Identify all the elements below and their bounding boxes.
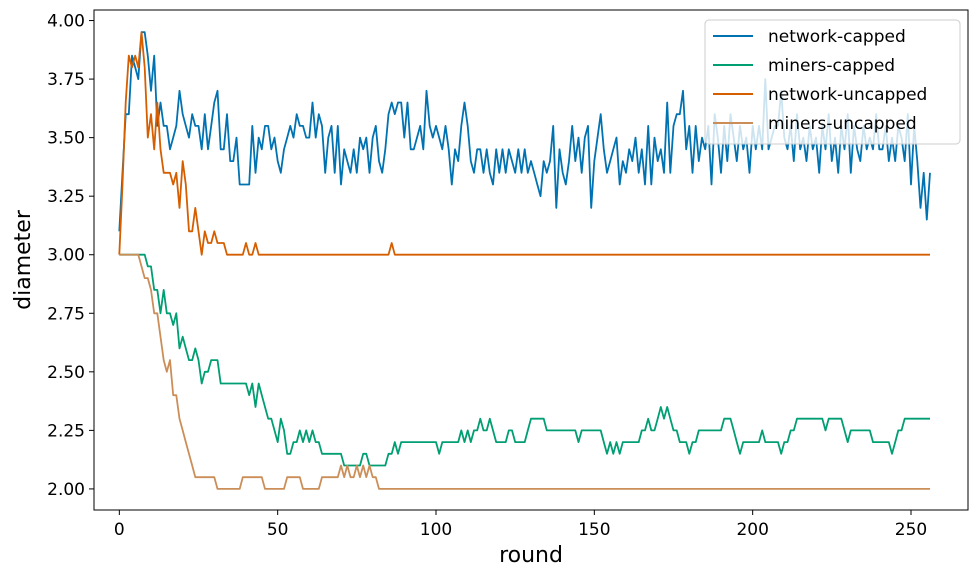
y-tick-label: 2.25 [47,421,85,441]
y-tick-label: 2.00 [47,480,85,500]
y-tick-label: 3.75 [47,70,85,90]
series-line-miners-capped [119,253,930,467]
y-axis-title: diameter [11,209,36,310]
x-tick-label: 250 [895,520,927,540]
y-tick-label: 2.50 [47,363,85,383]
y-axis-ticks: 2.00 2.25 2.50 2.75 3.00 3.25 3.50 3.75 4.00 [47,12,94,500]
x-axis-ticks: 0 50 100 150 200 250 [114,510,927,540]
y-tick-label: 3.50 [47,129,85,149]
series-line-network-capped [118,31,931,232]
series-line-network-uncapped [118,31,930,256]
x-tick-label: 50 [267,520,289,540]
y-tick-label: 3.00 [47,246,85,266]
plot-lines [118,31,931,490]
plot-frame [93,9,969,511]
legend-label: miners-uncapped [768,114,917,134]
y-tick-label: 3.25 [47,187,85,207]
x-tick-label: 200 [736,520,768,540]
x-tick-label: 150 [578,520,610,540]
x-tick-label: 0 [114,520,125,540]
legend: network-capped miners-capped network-uncap… [704,19,961,145]
series-line-miners-uncapped [119,253,930,490]
y-tick-label: 4.00 [47,12,85,32]
legend-label: miners-capped [768,56,895,76]
x-axis-title: round [499,543,563,568]
y-tick-label: 2.75 [47,304,85,324]
legend-label: network-uncapped [768,85,927,105]
legend-label: network-capped [768,27,906,47]
x-tick-label: 100 [420,520,452,540]
legend-box [704,19,961,145]
